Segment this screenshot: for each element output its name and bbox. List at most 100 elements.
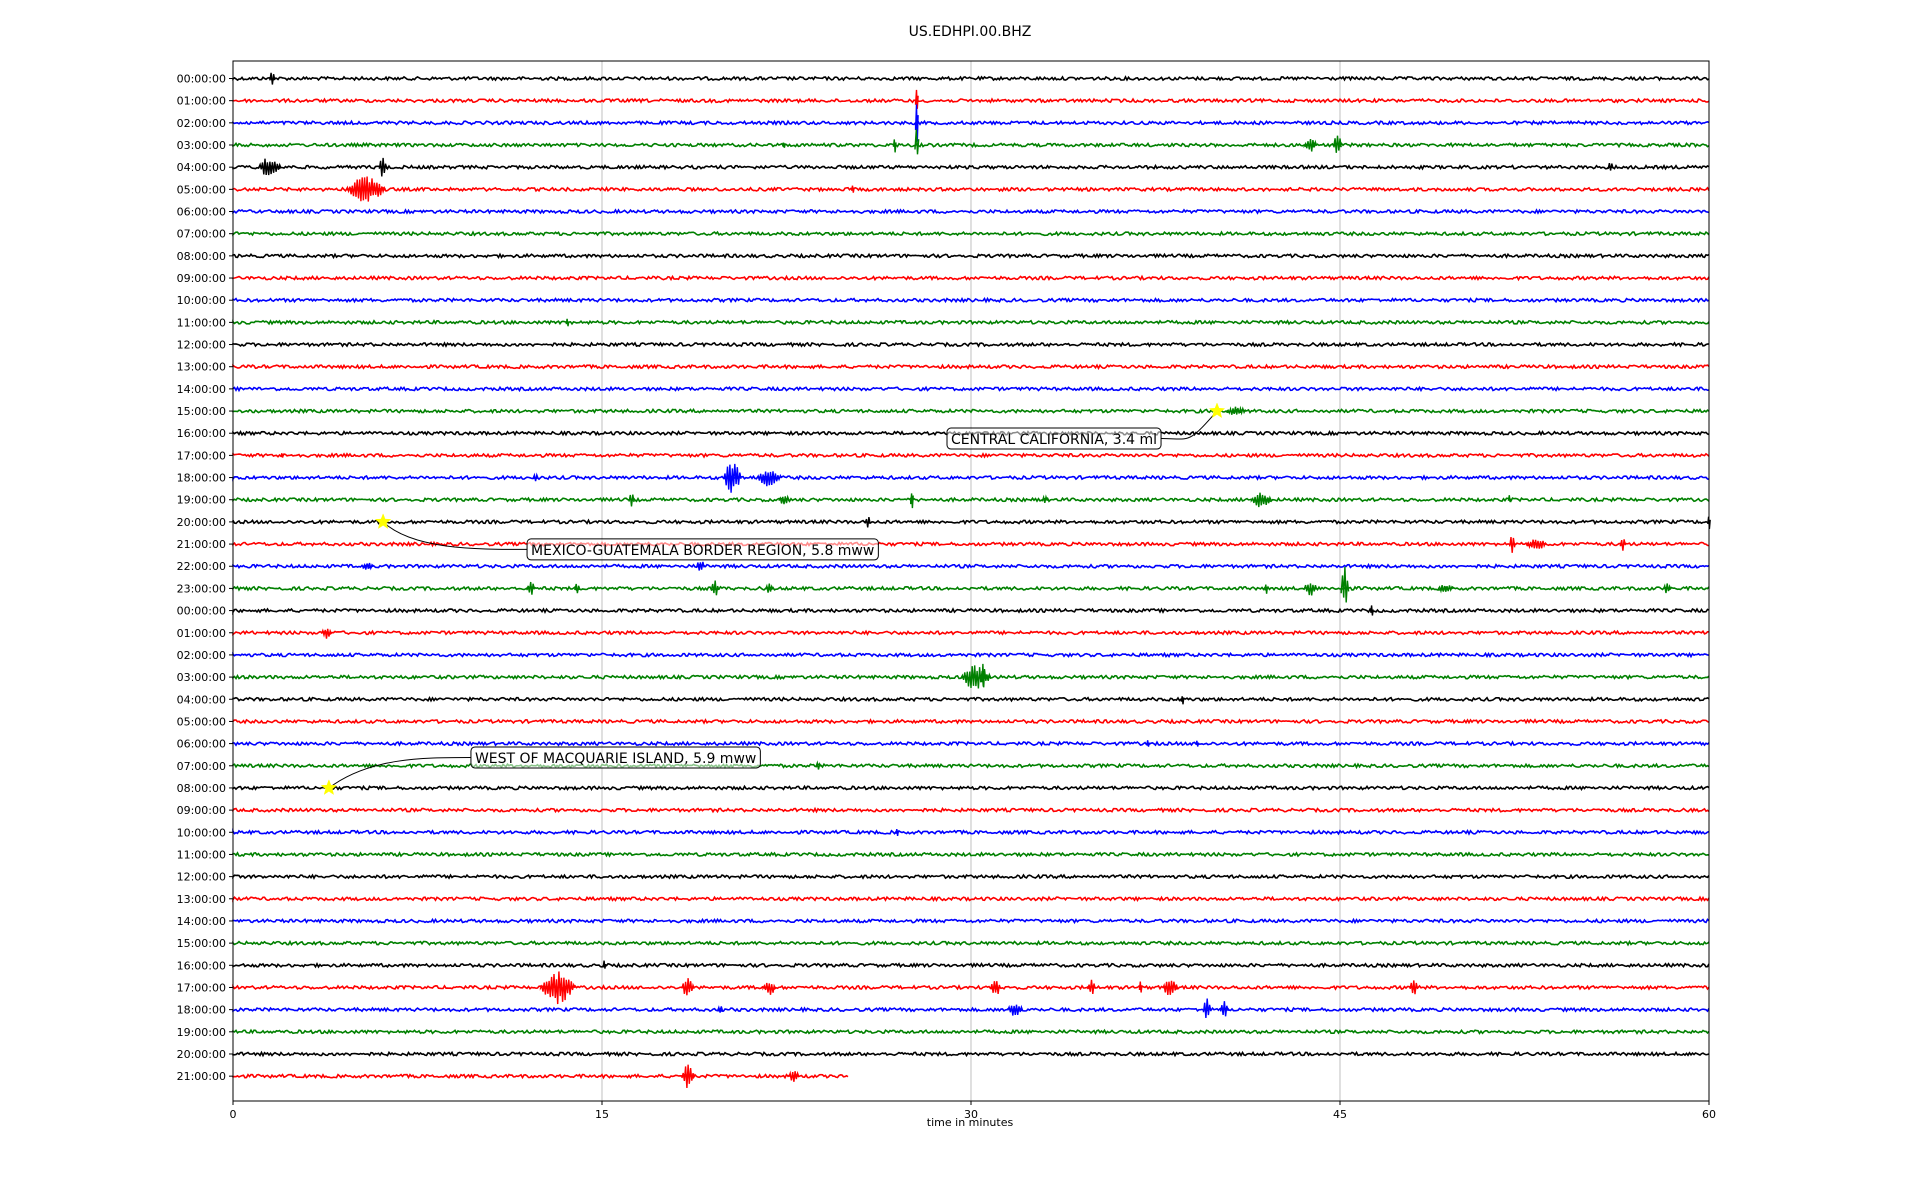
signal-burst-32 — [526, 581, 536, 595]
trace-row-15 — [232, 407, 1710, 415]
event-label: MEXICO-GUATEMALA BORDER REGION, 5.8 mww — [531, 543, 874, 559]
y-tick-label: 19:00:00 — [177, 494, 226, 507]
trace-row-22 — [232, 562, 1710, 570]
x-tick-label: 0 — [230, 1108, 237, 1121]
trace-row-21 — [232, 540, 1710, 548]
event-connector — [382, 521, 528, 550]
event-connector — [1161, 410, 1218, 440]
signal-burst-46 — [1146, 740, 1150, 747]
trace-row-45 — [232, 1072, 849, 1080]
y-tick-label: 21:00:00 — [177, 538, 226, 551]
signal-burst-18 — [532, 472, 539, 482]
trace-row-12 — [232, 341, 1710, 348]
y-tick-label: 06:00:00 — [177, 738, 226, 751]
signal-burst-17 — [756, 471, 783, 487]
y-tick-label: 09:00:00 — [177, 804, 226, 817]
signal-burst-51 — [539, 971, 576, 1005]
trace-row-35 — [232, 851, 1710, 858]
y-tick-label: 22:00:00 — [177, 560, 226, 573]
signal-burst-52 — [681, 978, 695, 996]
signal-burst-0 — [269, 72, 276, 85]
trace-row-44 — [232, 1050, 1710, 1058]
trace-row-36 — [232, 873, 1710, 880]
trace-row-6 — [232, 208, 1710, 215]
signal-burst-22 — [1250, 492, 1272, 508]
signal-burst-34 — [710, 580, 720, 596]
trace-row-9 — [232, 274, 1710, 282]
y-tick-label: 13:00:00 — [177, 361, 226, 374]
event-label-box — [470, 746, 761, 769]
x-axis-label: time in minutes — [927, 1116, 1014, 1129]
trace-row-19 — [232, 496, 1710, 503]
event-label: WEST OF MACQUARIE ISLAND, 5.9 mww — [475, 751, 756, 767]
trace-row-39 — [232, 939, 1710, 947]
y-tick-label: 07:00:00 — [177, 760, 226, 773]
signal-burst-57 — [1162, 980, 1179, 996]
trace-row-37 — [232, 895, 1710, 903]
signal-burst-3 — [914, 129, 920, 155]
trace-row-10 — [232, 296, 1710, 304]
trace-row-26 — [232, 651, 1710, 659]
trace-row-13 — [232, 363, 1710, 371]
trace-row-38 — [232, 917, 1710, 925]
signal-burst-47 — [1195, 740, 1200, 747]
signal-burst-44 — [981, 663, 986, 688]
signal-burst-12 — [851, 185, 855, 193]
event-annotation: CENTRAL CALIFORNIA, 3.4 ml — [946, 402, 1226, 450]
y-tick-label: 16:00:00 — [177, 427, 226, 440]
y-tick-label: 23:00:00 — [177, 582, 226, 595]
signal-burst-43 — [960, 665, 992, 689]
signal-burst-60 — [1007, 1004, 1024, 1016]
signal-burst-63 — [681, 1064, 695, 1088]
y-tick-label: 21:00:00 — [177, 1070, 226, 1083]
trace-row-29 — [232, 718, 1710, 725]
y-tick-label: 03:00:00 — [177, 139, 226, 152]
trace-row-20 — [232, 518, 1710, 526]
signal-burst-16 — [723, 463, 742, 493]
y-axis-hour-labels: 00:00:00 01:00:00 02:00:00 03:00:00 04:00:00… — [177, 73, 233, 1083]
y-tick-label: 17:00:00 — [177, 981, 226, 994]
y-tick-label: 15:00:00 — [177, 937, 226, 950]
trace-row-32 — [232, 784, 1710, 792]
trace-row-5 — [232, 186, 1710, 193]
y-tick-label: 07:00:00 — [177, 228, 226, 241]
trace-row-33 — [232, 806, 1710, 814]
signal-burst-59 — [716, 1005, 724, 1013]
signal-burst-48 — [815, 760, 822, 770]
trace-row-14 — [232, 385, 1710, 393]
y-tick-label: 06:00:00 — [177, 206, 226, 219]
signal-burst-20 — [910, 493, 914, 509]
y-tick-label: 08:00:00 — [177, 250, 226, 263]
signal-burst-62 — [1220, 1001, 1229, 1017]
signal-burst-14 — [1226, 405, 1248, 416]
signal-burst-5 — [1303, 138, 1318, 152]
signal-burst-55 — [1087, 979, 1096, 994]
y-tick-label: 14:00:00 — [177, 915, 226, 928]
signal-burst-11 — [345, 176, 387, 202]
signal-burst-49 — [895, 828, 900, 836]
signal-burst-27 — [1509, 536, 1516, 553]
signal-burst-23 — [1041, 494, 1048, 504]
y-tick-label: 18:00:00 — [177, 1004, 226, 1017]
y-tick-label: 17:00:00 — [177, 449, 226, 462]
x-tick-label: 15 — [595, 1108, 609, 1121]
seismic-traces — [232, 75, 1710, 1080]
signal-burst-9 — [378, 157, 388, 177]
signal-burst-38 — [1340, 566, 1350, 603]
signal-burst-30 — [362, 562, 374, 571]
signal-burst-64 — [788, 1070, 800, 1082]
y-tick-label: 16:00:00 — [177, 959, 226, 972]
y-tick-label: 12:00:00 — [177, 871, 226, 884]
trace-row-11 — [232, 319, 1710, 326]
signal-burst-61 — [1202, 998, 1212, 1019]
y-tick-label: 04:00:00 — [177, 161, 226, 174]
signal-burst-2 — [914, 104, 919, 142]
event-star-marker — [374, 513, 392, 529]
signal-burst-8 — [258, 158, 282, 176]
signal-burst-28 — [1526, 539, 1548, 550]
y-tick-label: 01:00:00 — [177, 95, 226, 108]
y-tick-label: 10:00:00 — [177, 826, 226, 839]
signal-burst-1 — [914, 89, 919, 109]
event-annotations: CENTRAL CALIFORNIA, 3.4 ml MEXICO-GUATEMA… — [320, 402, 1226, 795]
signal-burst-33 — [574, 583, 581, 594]
